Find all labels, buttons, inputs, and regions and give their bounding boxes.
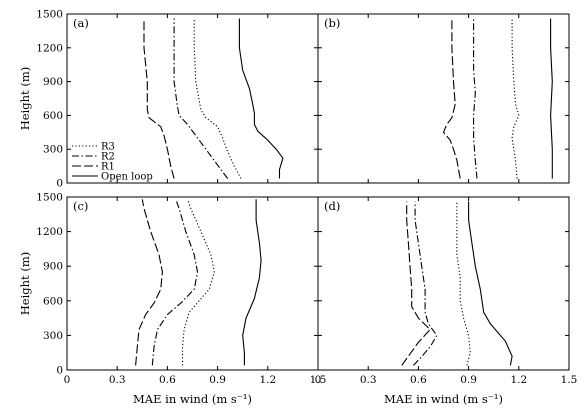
- series-line-open-loop: [242, 199, 262, 366]
- x-tick-label: 0.9: [209, 374, 226, 386]
- panel-a: 0 300 600 900 1200 1500 Height (m) (a) R3R2R1Ope…: [18, 9, 319, 190]
- x-axis-label: MAE in wind (m s⁻¹): [384, 392, 503, 406]
- panel-b: (b): [317, 13, 570, 184]
- x-tick-label: 0.3: [109, 374, 126, 386]
- series-line-r3: [511, 18, 520, 179]
- x-axis-label: MAE in wind (m s⁻¹): [133, 392, 252, 406]
- y-tick-label: 1200: [36, 42, 63, 54]
- x-tick-label: 1.2: [510, 374, 527, 386]
- y-tick-label: 0: [56, 178, 63, 190]
- legend-label-open-loop: Open loop: [101, 172, 153, 183]
- series-line-r1: [143, 18, 175, 179]
- y-tick-label: 600: [43, 295, 63, 307]
- x-tick-label: 0: [64, 374, 71, 386]
- series-line-open-loop: [550, 18, 553, 179]
- panel-d: 0 0.3 0.6 0.9 1.2 1.5 MAE in wind (m s⁻¹) (d): [315, 196, 578, 406]
- y-tick-label: 600: [43, 110, 63, 122]
- y-tick-label: 300: [43, 144, 63, 156]
- y-tick-label: 900: [43, 261, 63, 273]
- series-line-r1: [135, 199, 163, 366]
- x-tick-label: 0.3: [360, 374, 377, 386]
- y-tick-label: 0: [56, 365, 63, 377]
- legend-label-r3: R3: [101, 142, 115, 153]
- y-tick-label: 1200: [36, 226, 63, 238]
- panel-c: 0 300 600 900 1200 1500 0 0.3 0.6 0.9 1.2 1.5 Height…: [18, 192, 326, 407]
- x-tick-label: 1.5: [561, 374, 578, 386]
- series-line-open-loop: [468, 201, 513, 366]
- panel-d-frame: [317, 196, 570, 371]
- y-tick-label: 300: [43, 330, 63, 342]
- series-line-r3: [181, 199, 215, 366]
- series-line-r2: [413, 201, 438, 366]
- x-tick-label: 0.9: [460, 374, 477, 386]
- panel-c-label: (c): [73, 199, 88, 213]
- x-tick-label: 0: [315, 374, 322, 386]
- x-tick-label: 1.5: [310, 374, 327, 386]
- panel-d-label: (d): [324, 199, 340, 213]
- series-line-open-loop: [238, 18, 284, 179]
- series-line-r2: [473, 18, 478, 179]
- legend-label-r1: R1: [101, 162, 115, 173]
- series-line-r1: [442, 18, 461, 179]
- x-tick-label: 1.2: [259, 374, 276, 386]
- y-tick-label: 900: [43, 76, 63, 88]
- panel-a-label: (a): [73, 16, 89, 30]
- y-axis-label: Height (m): [18, 67, 32, 130]
- series-line-r1: [401, 201, 431, 366]
- legend-label-r2: R2: [101, 152, 115, 163]
- y-tick-label: 1500: [36, 9, 63, 21]
- series-line-r3: [456, 201, 471, 366]
- y-tick-label: 1500: [36, 192, 63, 204]
- panel-b-frame: [317, 13, 570, 184]
- x-tick-label: 0.6: [410, 374, 427, 386]
- series-line-r3: [193, 18, 242, 179]
- series-line-r2: [173, 18, 229, 179]
- panel-b-label: (b): [324, 16, 340, 30]
- series-line-r2: [151, 199, 199, 366]
- panel-c-frame: [66, 196, 319, 371]
- x-tick-label: 0.6: [159, 374, 176, 386]
- y-axis-label: Height (m): [18, 252, 32, 315]
